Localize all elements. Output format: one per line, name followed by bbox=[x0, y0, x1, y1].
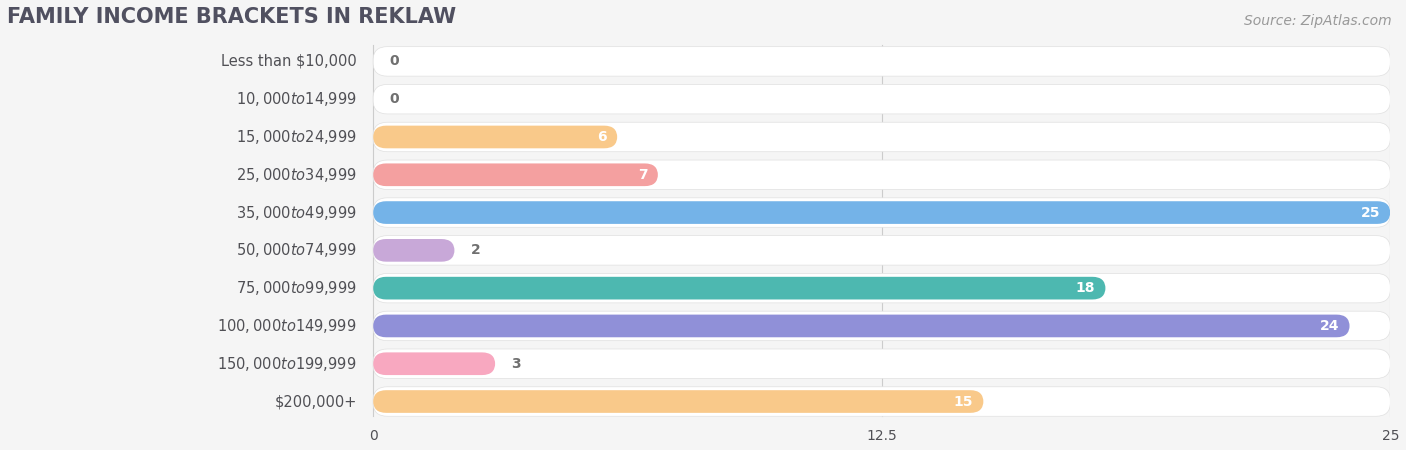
Text: 15: 15 bbox=[953, 395, 973, 409]
FancyBboxPatch shape bbox=[373, 163, 658, 186]
FancyBboxPatch shape bbox=[373, 126, 617, 148]
Text: $75,000 to $99,999: $75,000 to $99,999 bbox=[236, 279, 357, 297]
FancyBboxPatch shape bbox=[373, 47, 1391, 76]
Text: $100,000 to $149,999: $100,000 to $149,999 bbox=[218, 317, 357, 335]
Text: 7: 7 bbox=[638, 168, 648, 182]
FancyBboxPatch shape bbox=[373, 239, 454, 262]
Text: 6: 6 bbox=[598, 130, 607, 144]
FancyBboxPatch shape bbox=[373, 349, 1391, 378]
Text: $25,000 to $34,999: $25,000 to $34,999 bbox=[236, 166, 357, 184]
Text: 0: 0 bbox=[389, 54, 399, 68]
Text: 25: 25 bbox=[1361, 206, 1381, 220]
Text: 2: 2 bbox=[471, 243, 481, 257]
Text: $35,000 to $49,999: $35,000 to $49,999 bbox=[236, 203, 357, 221]
FancyBboxPatch shape bbox=[373, 85, 1391, 114]
FancyBboxPatch shape bbox=[373, 387, 1391, 416]
FancyBboxPatch shape bbox=[373, 122, 1391, 152]
Text: Source: ZipAtlas.com: Source: ZipAtlas.com bbox=[1244, 14, 1392, 27]
Text: 3: 3 bbox=[512, 357, 522, 371]
Text: $10,000 to $14,999: $10,000 to $14,999 bbox=[236, 90, 357, 108]
Text: $150,000 to $199,999: $150,000 to $199,999 bbox=[218, 355, 357, 373]
Text: FAMILY INCOME BRACKETS IN REKLAW: FAMILY INCOME BRACKETS IN REKLAW bbox=[7, 7, 456, 27]
Text: $15,000 to $24,999: $15,000 to $24,999 bbox=[236, 128, 357, 146]
FancyBboxPatch shape bbox=[373, 236, 1391, 265]
Text: Less than $10,000: Less than $10,000 bbox=[221, 54, 357, 69]
FancyBboxPatch shape bbox=[373, 352, 495, 375]
FancyBboxPatch shape bbox=[373, 274, 1391, 303]
FancyBboxPatch shape bbox=[373, 160, 1391, 189]
FancyBboxPatch shape bbox=[373, 201, 1391, 224]
FancyBboxPatch shape bbox=[373, 390, 983, 413]
Text: $50,000 to $74,999: $50,000 to $74,999 bbox=[236, 241, 357, 259]
FancyBboxPatch shape bbox=[373, 198, 1391, 227]
Text: 18: 18 bbox=[1076, 281, 1095, 295]
FancyBboxPatch shape bbox=[373, 277, 1105, 300]
Text: 24: 24 bbox=[1320, 319, 1340, 333]
Text: $200,000+: $200,000+ bbox=[274, 394, 357, 409]
Text: 0: 0 bbox=[389, 92, 399, 106]
FancyBboxPatch shape bbox=[373, 311, 1391, 341]
FancyBboxPatch shape bbox=[373, 315, 1350, 337]
